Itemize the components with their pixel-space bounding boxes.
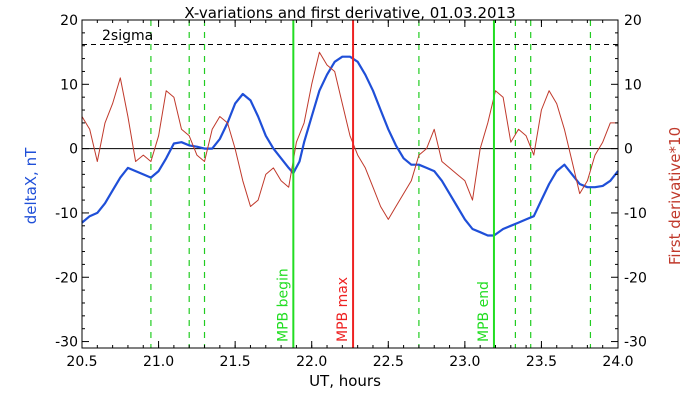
plot-frame — [81, 19, 619, 349]
x-tick-label: 20.5 — [66, 354, 97, 370]
plot-background — [82, 20, 618, 348]
y-tick-label-left: 0 — [69, 142, 78, 158]
derivative-series-line — [81, 51, 618, 220]
y-tick-label-right: -30 — [624, 335, 647, 351]
axes: 20.5 21.0 21.5 22.0 22.5 23.0 23.5 24.0 20 20 10 10… — [55, 13, 647, 370]
chart-title: X-variations and first derivative, 01.03… — [184, 4, 515, 22]
y-axis-label-right: First derivative*10 — [666, 127, 684, 265]
x-tick-label: 24.0 — [602, 354, 633, 370]
x-tick-label: 22.5 — [373, 354, 404, 370]
y-tick-label-left: -20 — [55, 270, 78, 286]
x-tick-label: 22.0 — [296, 354, 327, 370]
y-axis-label-left: deltaX, nT — [22, 147, 40, 224]
vertical-marker-label: MPB max — [335, 277, 351, 342]
vertical-markers: MPB begin MPB max MPB end — [275, 20, 495, 348]
y-tick-label-left: 10 — [60, 77, 78, 93]
series-layer — [81, 51, 619, 237]
x-tick-label: 23.0 — [449, 354, 480, 370]
y-tick-label-left: -10 — [55, 206, 78, 222]
y-tick-label-right: 0 — [624, 142, 633, 158]
y-tick-label-left: -30 — [55, 335, 78, 351]
plot-area — [82, 20, 618, 348]
y-tick-label-right: 20 — [624, 13, 642, 29]
y-tick-label-right: 10 — [624, 77, 642, 93]
x-tick-label: 21.0 — [143, 354, 174, 370]
vertical-marker-label: MPB end — [476, 281, 492, 342]
y-tick-label-right: -10 — [624, 206, 647, 222]
x-axis-label: UT, hours — [309, 372, 381, 390]
x-tick-label: 21.5 — [220, 354, 251, 370]
y-tick-label-right: -20 — [624, 270, 647, 286]
deltaX-series-line — [81, 55, 619, 237]
two-sigma-label: 2sigma — [102, 28, 153, 44]
vertical-marker-label: MPB begin — [275, 268, 291, 342]
x-tick-label: 23.5 — [526, 354, 557, 370]
y-tick-label-left: 20 — [60, 13, 78, 29]
